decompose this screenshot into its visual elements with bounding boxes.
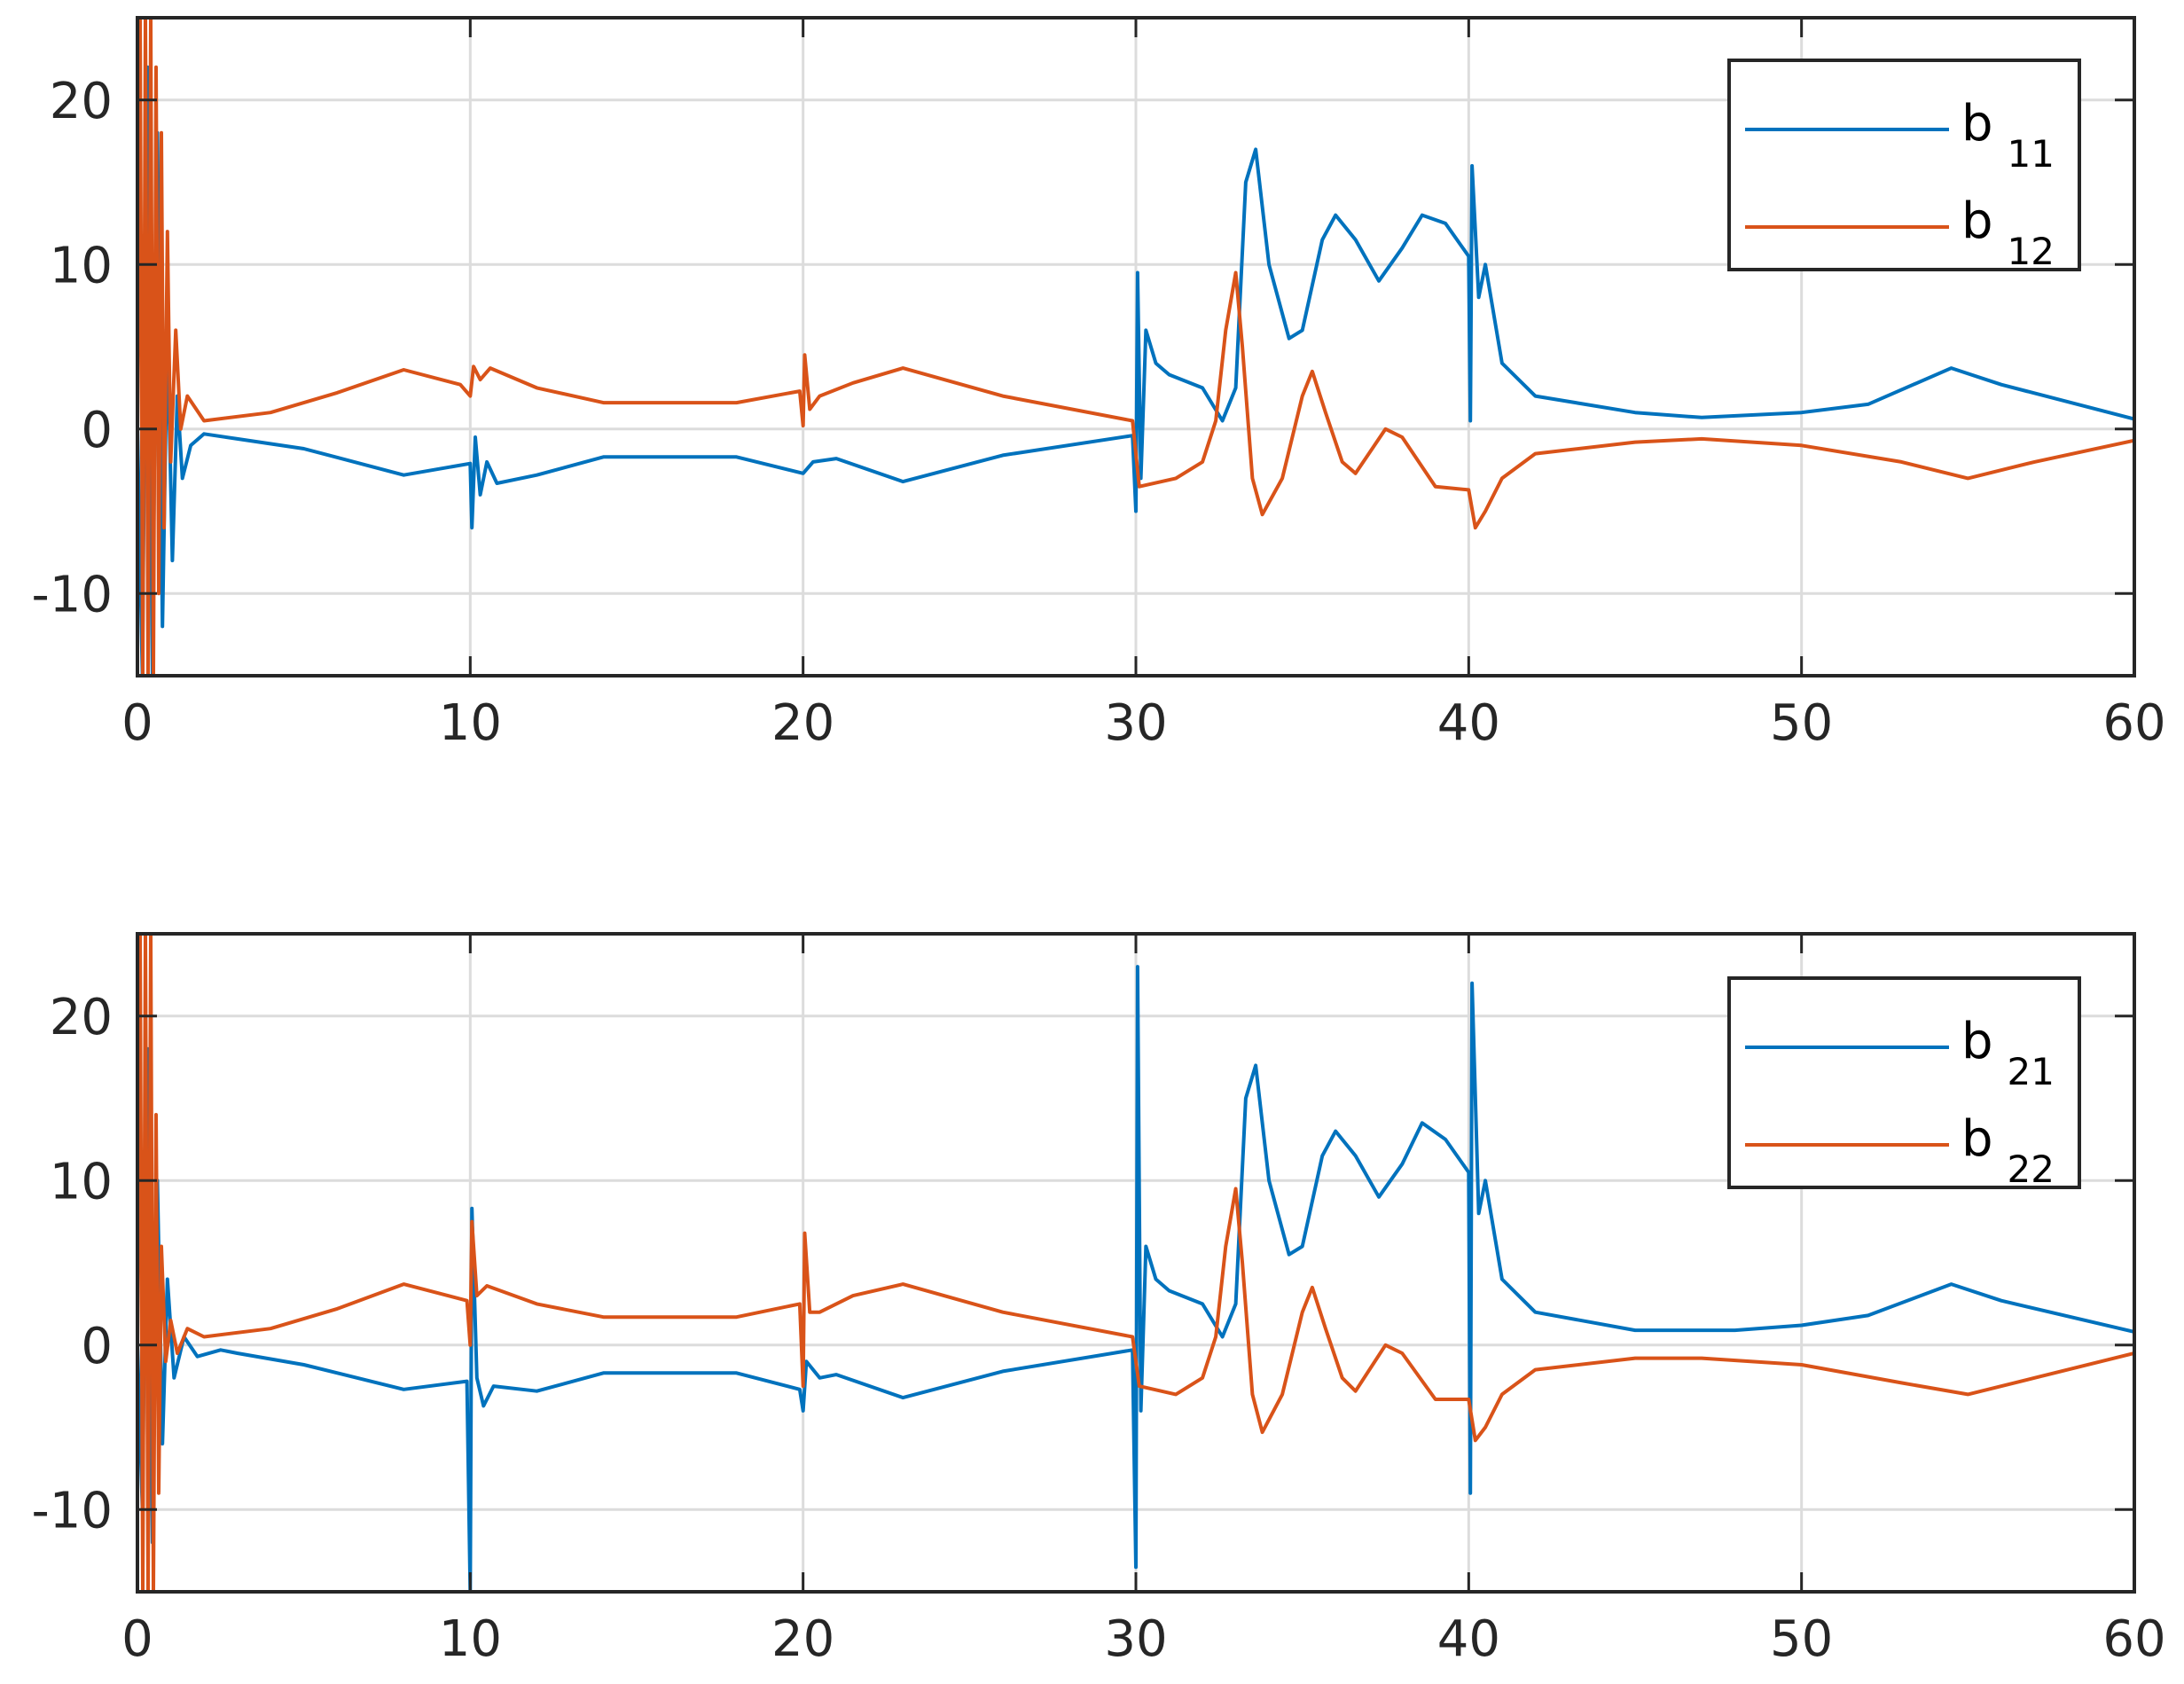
x-tick-label: 0 bbox=[121, 694, 153, 752]
legend-entry-b22: b22 bbox=[1961, 1110, 2055, 1191]
y-tick-label: 10 bbox=[50, 237, 113, 294]
legend-entry-b21: b21 bbox=[1961, 1013, 2055, 1093]
y-tick-label: 0 bbox=[81, 402, 113, 459]
x-tick-label: 30 bbox=[1104, 694, 1167, 752]
x-tick-label: 60 bbox=[2102, 694, 2165, 752]
y-tick-label: 10 bbox=[50, 1153, 113, 1210]
y-tick-label: 20 bbox=[50, 73, 113, 130]
y-tick-label: 0 bbox=[81, 1318, 113, 1375]
x-tick-label: 10 bbox=[439, 694, 502, 752]
x-tick-label: 0 bbox=[121, 1610, 153, 1668]
legend-box bbox=[1727, 976, 2081, 1189]
x-tick-label: 10 bbox=[439, 1610, 502, 1668]
x-tick-label: 40 bbox=[1437, 694, 1500, 752]
x-tick-label: 20 bbox=[771, 1610, 834, 1668]
x-tick-label: 40 bbox=[1437, 1610, 1500, 1668]
legend-entry-b12: b12 bbox=[1961, 192, 2055, 273]
x-tick-label: 50 bbox=[1770, 1610, 1833, 1668]
x-tick-label: 20 bbox=[771, 694, 834, 752]
x-tick-label: 60 bbox=[2102, 1610, 2165, 1668]
y-tick-label: -10 bbox=[32, 566, 113, 623]
y-tick-label: 20 bbox=[50, 989, 113, 1046]
legend-box bbox=[1727, 59, 2081, 271]
x-tick-label: 30 bbox=[1104, 1610, 1167, 1668]
y-tick-label: -10 bbox=[32, 1482, 113, 1539]
series-line-b11 bbox=[137, 65, 2134, 676]
series-line-b21 bbox=[137, 965, 2134, 1592]
series-line-b22 bbox=[137, 934, 2134, 1592]
series-line-b12 bbox=[137, 18, 2134, 676]
legend-entry-b11: b11 bbox=[1961, 95, 2055, 176]
x-tick-label: 50 bbox=[1770, 694, 1833, 752]
